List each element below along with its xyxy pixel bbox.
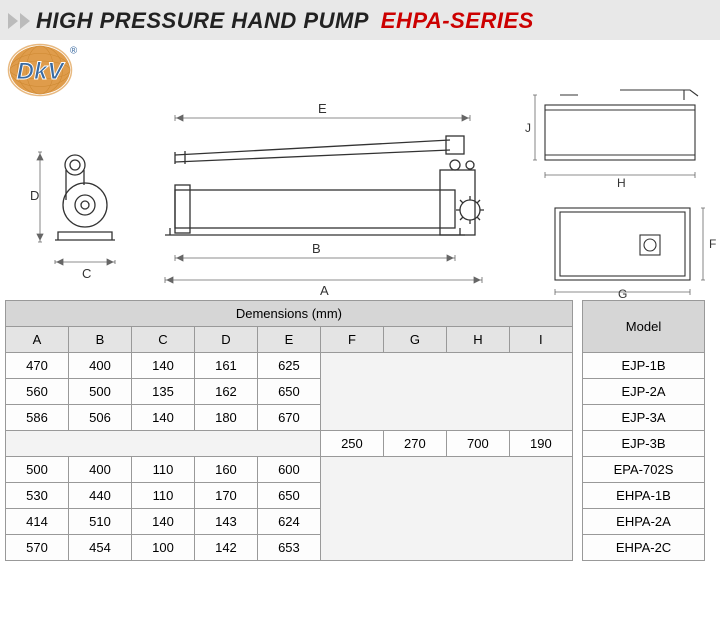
table-cell: 160 bbox=[194, 457, 257, 483]
table-gap bbox=[572, 327, 582, 353]
chevron-right-icon bbox=[8, 13, 30, 29]
table-cell: 700 bbox=[446, 431, 509, 457]
table-cell: 586 bbox=[6, 405, 69, 431]
table-gap bbox=[572, 535, 582, 561]
drawing-svg: D C bbox=[0, 40, 720, 300]
table-cell: 162 bbox=[194, 379, 257, 405]
dim-label-C: C bbox=[82, 266, 91, 281]
table-gap bbox=[572, 483, 582, 509]
table-gap bbox=[572, 301, 582, 327]
dim-label-B: B bbox=[312, 241, 321, 256]
table-row: 500400110160600 EPA-702S bbox=[6, 457, 705, 483]
dim-label-F: F bbox=[709, 237, 716, 251]
table-cell: 135 bbox=[131, 379, 194, 405]
table-cell bbox=[320, 457, 572, 561]
col-F: F bbox=[320, 327, 383, 353]
table-cell: EJP-3A bbox=[583, 405, 705, 431]
table-cell: EJP-3B bbox=[583, 431, 705, 457]
table-gap bbox=[572, 405, 582, 431]
table-cell: EHPA-2C bbox=[583, 535, 705, 561]
table-cell: 142 bbox=[194, 535, 257, 561]
table-cell: 100 bbox=[131, 535, 194, 561]
col-G: G bbox=[383, 327, 446, 353]
col-C: C bbox=[131, 327, 194, 353]
table-cell: 140 bbox=[131, 353, 194, 379]
table-cell: 161 bbox=[194, 353, 257, 379]
table-gap bbox=[572, 457, 582, 483]
table-row: 470400140161625 EJP-1B bbox=[6, 353, 705, 379]
dim-label-J: J bbox=[525, 121, 531, 135]
table-cell: 560 bbox=[6, 379, 69, 405]
col-D: D bbox=[194, 327, 257, 353]
table-cell: EHPA-2A bbox=[583, 509, 705, 535]
table-cell: 250 bbox=[320, 431, 383, 457]
table-cell: EPA-702S bbox=[583, 457, 705, 483]
table-cell: EJP-2A bbox=[583, 379, 705, 405]
dim-label-E: E bbox=[318, 101, 327, 116]
table-cell: 670 bbox=[257, 405, 320, 431]
dimensions-header: Demensions (mm) bbox=[6, 301, 573, 327]
table-cell: 140 bbox=[131, 509, 194, 535]
table-cell: 190 bbox=[509, 431, 572, 457]
table-cell: 110 bbox=[131, 457, 194, 483]
table-cell bbox=[6, 431, 321, 457]
table-row: 250270700190 EJP-3B bbox=[6, 431, 705, 457]
table-gap bbox=[572, 509, 582, 535]
table-cell: EJP-1B bbox=[583, 353, 705, 379]
table-cell: 414 bbox=[6, 509, 69, 535]
col-H: H bbox=[446, 327, 509, 353]
table-cell: 650 bbox=[257, 483, 320, 509]
table-cell: 454 bbox=[68, 535, 131, 561]
table-cell: 440 bbox=[68, 483, 131, 509]
table-cell: 653 bbox=[257, 535, 320, 561]
model-header: Model bbox=[583, 301, 705, 353]
table-cell: 500 bbox=[6, 457, 69, 483]
table-cell: 270 bbox=[383, 431, 446, 457]
page-header: HIGH PRESSURE HAND PUMP EHPA-SERIES bbox=[0, 0, 720, 40]
table-cell bbox=[320, 353, 572, 431]
table-gap bbox=[572, 379, 582, 405]
table-cell: 110 bbox=[131, 483, 194, 509]
dim-label-G: G bbox=[618, 287, 627, 300]
table-cell: 625 bbox=[257, 353, 320, 379]
table-cell: 650 bbox=[257, 379, 320, 405]
table-cell: 506 bbox=[68, 405, 131, 431]
title-series: EHPA-SERIES bbox=[381, 8, 534, 33]
col-A: A bbox=[6, 327, 69, 353]
table-cell: 530 bbox=[6, 483, 69, 509]
table-cell: 624 bbox=[257, 509, 320, 535]
title-main: HIGH PRESSURE HAND PUMP bbox=[36, 8, 368, 33]
table-cell: 400 bbox=[68, 457, 131, 483]
dim-label-D: D bbox=[30, 188, 39, 203]
table-gap bbox=[572, 431, 582, 457]
dim-label-H: H bbox=[617, 176, 626, 190]
col-E: E bbox=[257, 327, 320, 353]
col-I: I bbox=[509, 327, 572, 353]
technical-drawing: D C bbox=[0, 40, 720, 300]
table-cell: 400 bbox=[68, 353, 131, 379]
table-cell: EHPA-1B bbox=[583, 483, 705, 509]
table-gap bbox=[572, 353, 582, 379]
table-cell: 570 bbox=[6, 535, 69, 561]
table-cell: 600 bbox=[257, 457, 320, 483]
dimensions-table: Demensions (mm) Model A B C D E F G H I … bbox=[5, 300, 705, 561]
table-cell: 510 bbox=[68, 509, 131, 535]
table-cell: 140 bbox=[131, 405, 194, 431]
table-cell: 143 bbox=[194, 509, 257, 535]
col-B: B bbox=[68, 327, 131, 353]
table-cell: 180 bbox=[194, 405, 257, 431]
dim-label-A: A bbox=[320, 283, 329, 298]
table-cell: 500 bbox=[68, 379, 131, 405]
table-cell: 170 bbox=[194, 483, 257, 509]
page-title: HIGH PRESSURE HAND PUMP EHPA-SERIES bbox=[36, 8, 534, 34]
table-cell: 470 bbox=[6, 353, 69, 379]
